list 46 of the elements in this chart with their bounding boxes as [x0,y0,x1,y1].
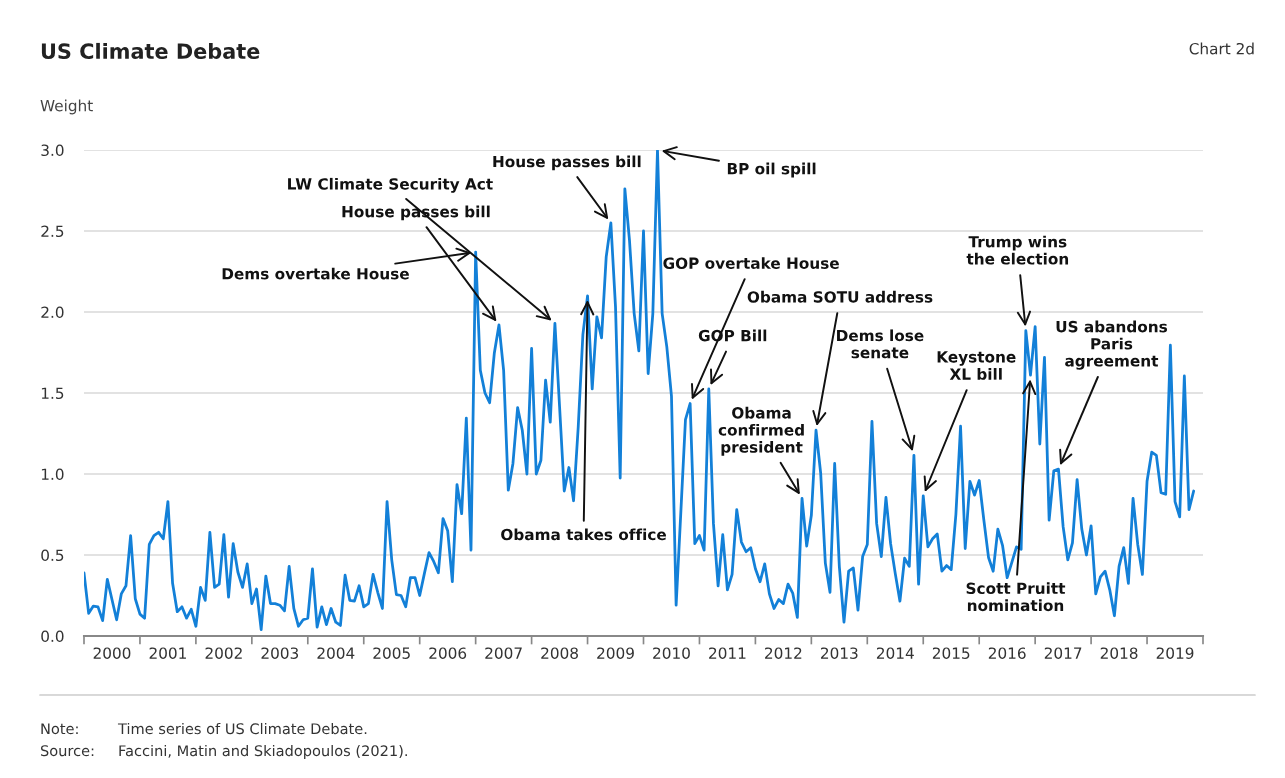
annotation: GOP overtake House [663,257,839,269]
annotation: Dems overtake House [222,267,409,280]
annotation: LW Climate Security Act [288,177,493,193]
chart-title: US Climate Debate [41,42,260,60]
x-tick-label: 2006 [429,647,467,659]
x-tick-label: 2002 [205,647,242,659]
annotation: Keystone XL bill [937,351,1016,380]
chart-subtitle: Chart 2d [1189,42,1254,55]
x-tick-label: 2001 [149,647,186,659]
x-tick-label: 2008 [541,647,578,659]
annotation: Obama SOTU address [747,290,933,303]
annotation: US abandons Paris agreement [1056,320,1168,370]
annotation: BP oil spill [727,162,816,178]
x-tick-label: 2014 [876,647,914,659]
annotation: Obama takes office [501,528,666,541]
y-tick-label: 3.0 [41,144,64,157]
x-tick-label: 2010 [653,647,690,659]
line-series [84,150,1196,631]
annotation: Scott Pruitt nomination [966,582,1066,612]
annotation: Obama confirmed president [718,406,804,456]
y-tick-label: 1.5 [41,387,64,400]
x-tick-label: 2013 [821,647,858,659]
x-tick-label: 2012 [765,647,802,659]
y-tick-label: 2.0 [41,306,64,319]
x-tick-label: 2005 [373,647,410,659]
x-tick-label: 2009 [597,647,634,659]
x-tick-label: 2011 [709,647,746,659]
x-tick-label: 2000 [93,647,131,659]
text: Source: Faccini, Matin and Skiadopoulos (2021). [40,744,407,760]
text: Note: Time series of US Climate Debate. [41,722,367,735]
x-tick-label: 2007 [485,647,522,659]
x-tick-label: 2015 [932,647,970,659]
x-tick-label: 2019 [1156,647,1194,659]
y-tick-label: 2.5 [41,225,64,238]
y-tick-label: 1.0 [41,468,64,481]
annotation: Dems lose senate [837,329,924,359]
x-tick-label: 2018 [1100,647,1138,659]
y-axis-title: Weight [40,99,93,115]
x-tick-label: 2016 [988,647,1026,659]
y-tick-label: 0.0 [41,630,64,643]
y-tick-label: 0.5 [41,549,64,562]
annotation: Trump wins the election [966,235,1069,265]
x-tick-label: 2017 [1044,647,1082,659]
x-tick-label: 2004 [317,647,355,659]
annotation: House passes bill [493,155,641,171]
x-tick-label: 2003 [261,647,299,659]
